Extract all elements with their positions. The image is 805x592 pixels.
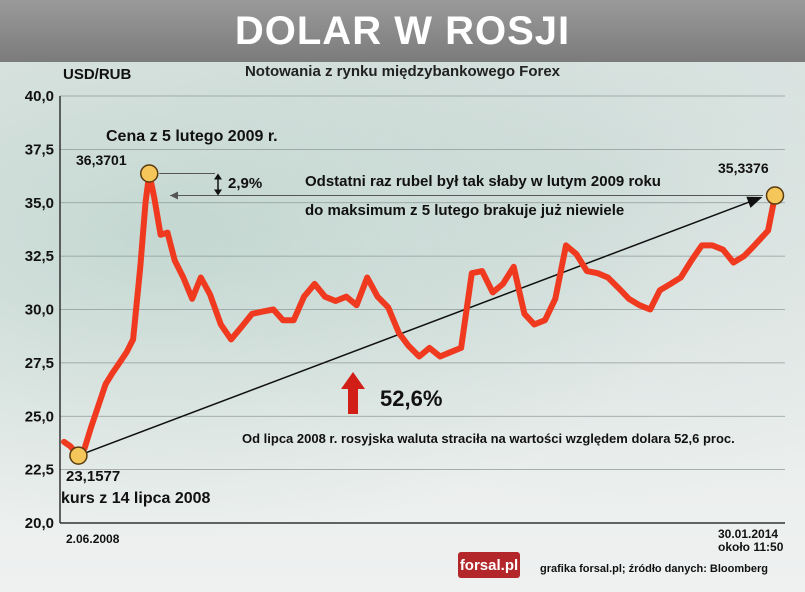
x-end-label: 30.01.2014 około 11:50 [718, 528, 783, 554]
last-ref-arrowhead [170, 191, 178, 200]
y-tick-label: 22,5 [25, 462, 54, 479]
gap-arrow-up [214, 173, 222, 180]
y-tick-label: 40,0 [25, 88, 54, 105]
forsal-logo: forsal.pl [458, 552, 520, 578]
chart-grid [60, 95, 785, 524]
peak-value-label: 36,3701 [76, 152, 127, 168]
y-axis-label: USD/RUB [63, 66, 132, 83]
highlight-marker [765, 186, 785, 205]
x-end-date: 30.01.2014 [718, 527, 779, 541]
trend-arrow [78, 196, 763, 457]
y-tick-label: 27,5 [25, 355, 54, 372]
start-date-label: kurs z 14 lipca 2008 [61, 490, 211, 507]
weak-ruble-text-2: do maksimum z 5 lutego brakuje już niewi… [305, 202, 625, 219]
ruble-loss-text: Od lipca 2008 r. rosyjska waluta stracił… [242, 431, 735, 446]
source-credit: grafika forsal.pl; źródło danych: Bloomb… [540, 563, 768, 575]
usd-rub-series-line [61, 170, 778, 459]
rise-arrow-icon [341, 372, 365, 414]
y-axis: 20,0 22,5 25,0 27,5 30,0 32,5 35,0 37,5 40,0 [25, 88, 61, 532]
series-layer [61, 170, 778, 459]
chart-subtitle: Notowania z rynku międzybankowego Forex [244, 63, 561, 80]
marker-layer [69, 164, 785, 465]
gap-percent-label: 2,9% [228, 175, 263, 192]
trend-line [78, 196, 763, 457]
last-value-label: 35,3376 [718, 160, 769, 176]
chart-title: DOLAR W ROSJI [234, 8, 571, 53]
y-tick-label: 30,0 [25, 302, 54, 319]
start-value-label: 23,1577 [66, 468, 121, 485]
x-start-label: 2.06.2008 [66, 532, 120, 546]
y-tick-label: 20,0 [25, 515, 54, 532]
title-bar: DOLAR W ROSJI [0, 0, 805, 62]
peak-date-label: Cena z 5 lutego 2009 r. [106, 128, 278, 145]
y-tick-label: 25,0 [25, 408, 54, 425]
y-tick-label: 35,0 [25, 195, 54, 212]
rise-percent-label: 52,6% [380, 386, 443, 411]
highlight-marker [140, 164, 159, 183]
highlight-marker [69, 446, 88, 465]
annotation-graphics [159, 172, 763, 414]
weak-ruble-text-1: Odstatni raz rubel był tak słaby w lutym… [305, 173, 661, 190]
y-tick-label: 37,5 [25, 141, 54, 158]
x-end-time: około 11:50 [718, 540, 784, 554]
gap-arrow-down [214, 189, 222, 196]
y-tick-label: 32,5 [25, 248, 54, 265]
